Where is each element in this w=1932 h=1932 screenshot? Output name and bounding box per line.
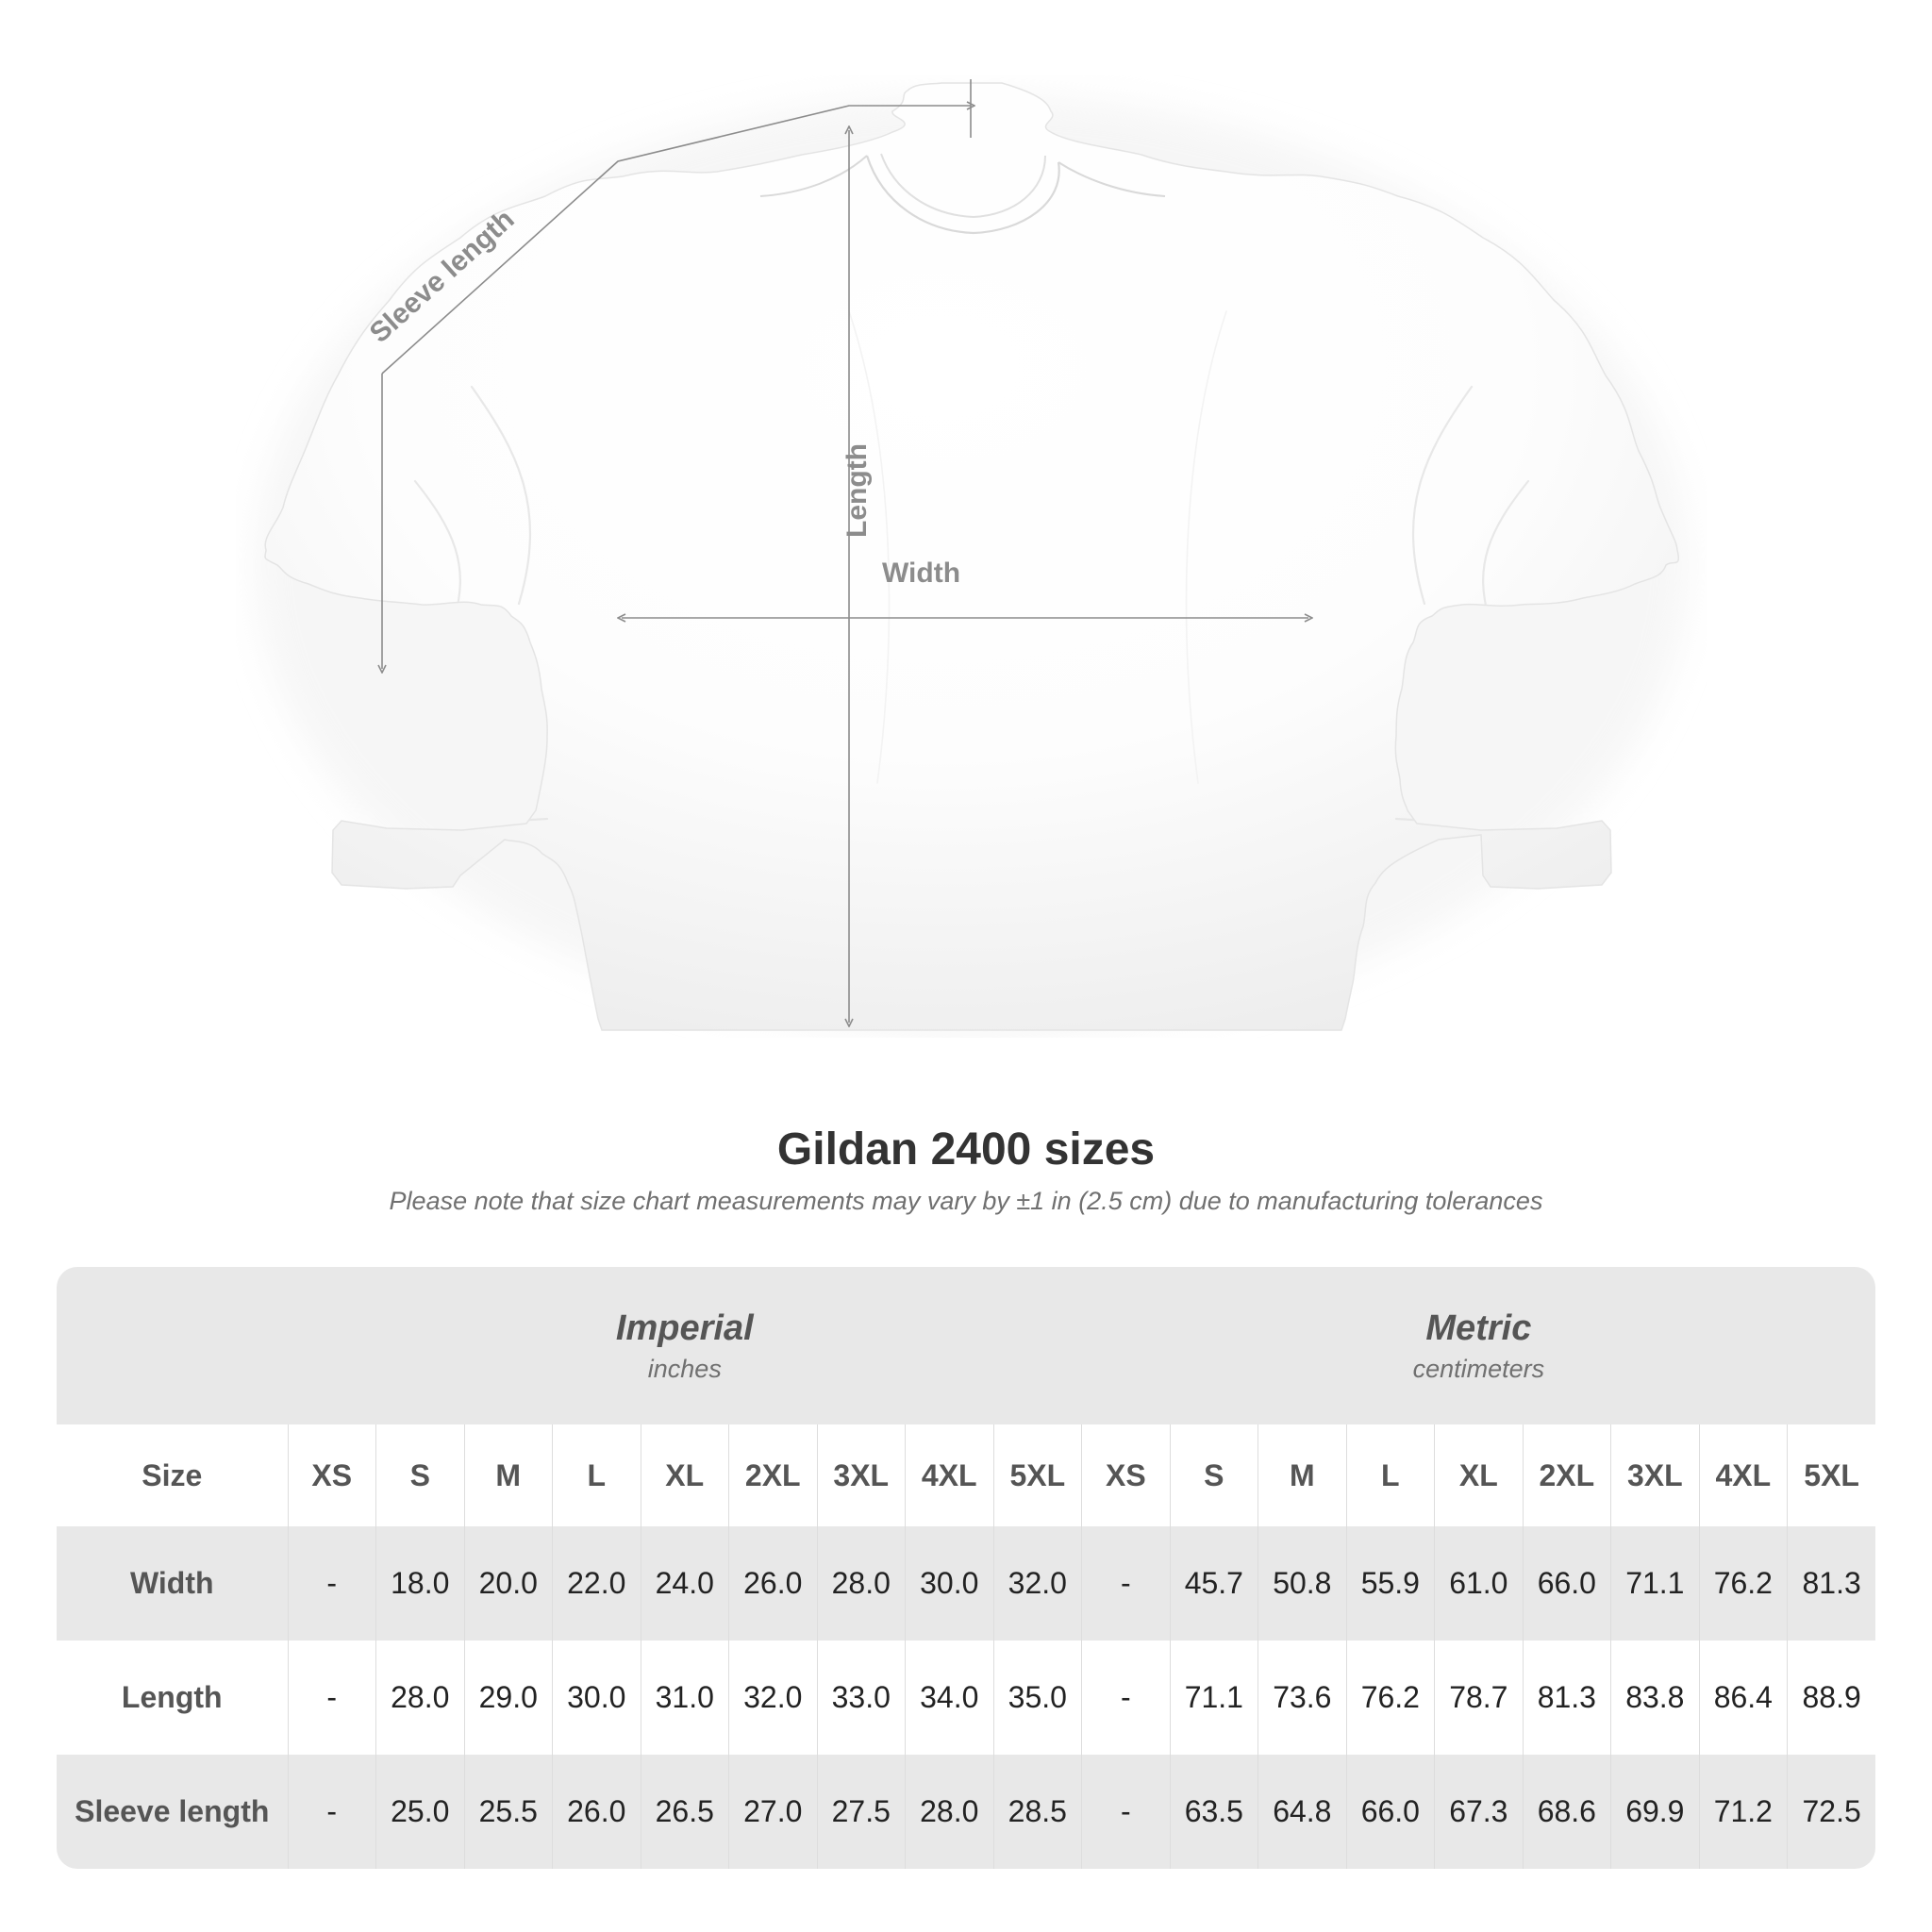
svg-text:Length: Length — [841, 443, 873, 538]
svg-text:Width: Width — [882, 558, 960, 589]
svg-text:Sleeve length: Sleeve length — [364, 204, 521, 349]
